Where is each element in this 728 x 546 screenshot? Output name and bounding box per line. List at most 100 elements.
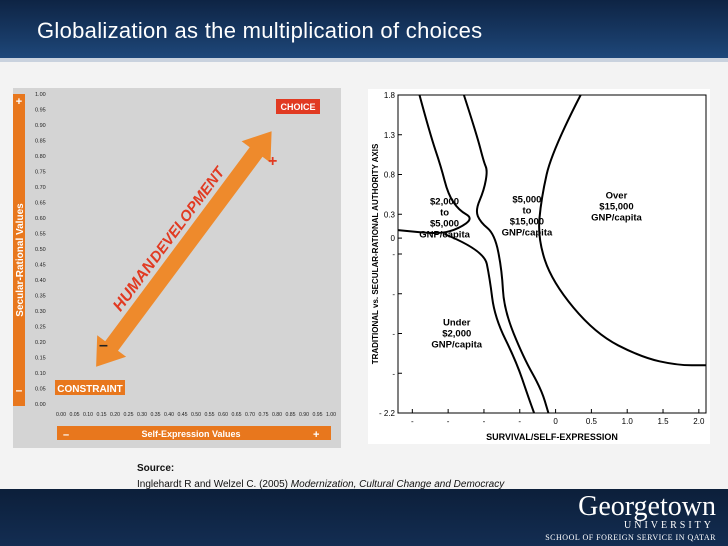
region-label-line: Over <box>606 190 628 201</box>
region-label-line: GNP/capita <box>419 230 470 241</box>
y-tick-label: 0.3 <box>384 210 396 219</box>
gnp-regions-chart: 1.8 1.3 0.8 0.3 0 - - - - - 2.2 - - - - 0 0.5 1.0 1.5 2.0… <box>368 89 710 444</box>
region-label-line: GNP/capita <box>431 340 482 351</box>
y-tick-label: 0.10 <box>35 371 46 377</box>
y-tick-label: 0.95 <box>35 108 46 114</box>
x-axis-bar <box>57 426 331 440</box>
x-axis-title: Self-Expression Values <box>141 429 240 439</box>
arrow-plus-label: + <box>268 153 277 170</box>
y-axis-title: TRADITIONAL vs. SECULAR-RATIONAL AUTHORI… <box>371 143 380 364</box>
slide-title: Globalization as the multiplication of c… <box>37 18 483 43</box>
x-tick-label: 0.30 <box>137 412 147 418</box>
y-tick-label: 0.25 <box>35 325 46 331</box>
x-tick-label: 0.80 <box>272 412 282 418</box>
y-axis-ticks: 1.8 1.3 0.8 0.3 0 - - - - - 2.2 <box>379 91 402 418</box>
y-tick-label: 0.90 <box>35 123 46 129</box>
y-tick-label: 0.85 <box>35 139 46 145</box>
x-tick-label: 0.05 <box>69 412 79 418</box>
x-tick-label: - <box>411 417 414 426</box>
x-tick-label: 1.5 <box>657 417 669 426</box>
gnp-regions-chart-svg: 1.8 1.3 0.8 0.3 0 - - - - - 2.2 - - - - 0 0.5 1.0 1.5 2.0… <box>371 91 707 442</box>
x-minus-label: – <box>63 429 69 441</box>
region-label: $5,000 to $15,000 GNP/capita <box>502 194 553 238</box>
x-axis-ticks: 0.00 0.05 0.10 0.15 0.20 0.25 0.30 0.35 0.40 0.45… <box>56 412 336 418</box>
y-tick-label: 0.15 <box>35 356 46 362</box>
region-label-line: $5,000 <box>512 194 541 205</box>
x-tick-label: 0 <box>553 417 558 426</box>
y-axis-ticks: 0.00 0.05 0.10 0.15 0.20 0.25 0.30 0.35 0.40 0.45… <box>35 92 46 408</box>
x-tick-label: 0.10 <box>83 412 93 418</box>
source-text: Inglehardt R and Welzel C. (2005) Modern… <box>137 477 504 493</box>
y-tick-label: 0.80 <box>35 154 46 160</box>
y-plus-label: + <box>16 96 22 108</box>
choice-box <box>276 99 320 114</box>
x-tick-label: 0.55 <box>204 412 214 418</box>
x-tick-label: 0.70 <box>245 412 255 418</box>
region-label-line: GNP/capita <box>502 227 553 238</box>
y-tick-label: 1.8 <box>384 91 396 100</box>
region-label: $2,000 to $5,000 GNP/capita <box>419 197 470 241</box>
y-tick-label: - <box>392 250 395 259</box>
x-tick-label: 0.75 <box>258 412 268 418</box>
x-tick-label: 0.65 <box>231 412 241 418</box>
y-tick-label: 0.05 <box>35 387 46 393</box>
y-tick-label: 0.40 <box>35 278 46 284</box>
x-tick-label: - <box>447 417 450 426</box>
x-tick-label: 2.0 <box>693 417 705 426</box>
x-axis-title: SURVIVAL/SELF-EXPRESSION <box>486 432 618 442</box>
region-label: Over $15,000 GNP/capita <box>591 190 642 223</box>
region-label-line: $15,000 <box>599 201 633 212</box>
development-arrow <box>96 131 272 367</box>
y-tick-label: 1.3 <box>384 131 396 140</box>
boundary-line <box>444 233 536 414</box>
human-development-chart: 0.00 0.05 0.10 0.15 0.20 0.25 0.30 0.35 0.40 0.45… <box>13 88 341 448</box>
y-minus-label: – <box>16 383 23 397</box>
x-tick-label: 0.25 <box>123 412 133 418</box>
region-label-line: GNP/capita <box>591 212 642 223</box>
source-book-title: Modernization, Cultural Change and Democ… <box>290 479 505 490</box>
region-label: Under $2,000 GNP/capita <box>431 318 482 351</box>
slide-footer: Georgetown UNIVERSITY SCHOOL OF FOREIGN … <box>0 489 728 546</box>
y-tick-label: 0.65 <box>35 201 46 207</box>
region-label-line: $2,000 <box>430 197 459 208</box>
y-tick-label: - <box>392 290 395 299</box>
constraint-box <box>55 380 125 395</box>
region-label-line: $2,000 <box>442 329 471 340</box>
x-tick-label: 0.00 <box>56 412 66 418</box>
logo-university-text: UNIVERSITY <box>624 520 714 531</box>
y-tick-label: 0.45 <box>35 263 46 269</box>
boundary-lines <box>397 94 706 414</box>
x-tick-label: 0.20 <box>110 412 120 418</box>
y-tick-label: - 2.2 <box>379 409 396 418</box>
region-label-line: to <box>522 205 531 216</box>
plot-frame <box>397 94 707 414</box>
region-label-line: $15,000 <box>510 216 544 227</box>
y-axis-title: Secular-Rational Values <box>15 203 26 317</box>
region-label-line: Under <box>443 318 471 329</box>
x-tick-label: 0.85 <box>285 412 295 418</box>
source-label: Source: <box>137 463 175 474</box>
choice-label: CHOICE <box>280 102 315 112</box>
y-axis-bar <box>13 94 25 406</box>
region-labels: $2,000 to $5,000 GNP/capita$5,000 to $15,000 G… <box>419 190 642 350</box>
x-tick-label: 0.95 <box>312 412 322 418</box>
x-tick-label: 0.90 <box>299 412 309 418</box>
logo-school-text: SCHOOL OF FOREIGN SERVICE IN QATAR <box>545 533 716 542</box>
boundary-line <box>538 94 706 367</box>
source-authors: Inglehardt R and Welzel C. (2005) <box>137 479 291 490</box>
y-tick-label: 0 <box>391 234 396 243</box>
y-tick-label: 1.00 <box>35 92 46 98</box>
double-arrow-icon <box>96 131 272 367</box>
x-tick-label: 0.60 <box>218 412 228 418</box>
y-tick-label: - <box>392 330 395 339</box>
x-tick-label: 1.00 <box>326 412 336 418</box>
x-tick-label: 0.35 <box>150 412 160 418</box>
university-logo: Georgetown <box>578 491 716 522</box>
x-tick-label: 0.15 <box>96 412 106 418</box>
x-axis-ticks: - - - - 0 0.5 1.0 1.5 2.0 <box>411 409 705 426</box>
arrow-minus-label: – <box>99 337 108 354</box>
region-label-line: to <box>440 208 449 219</box>
x-tick-label: 1.0 <box>622 417 634 426</box>
y-tick-label: 0.50 <box>35 247 46 253</box>
y-tick-label: 0.55 <box>35 232 46 238</box>
